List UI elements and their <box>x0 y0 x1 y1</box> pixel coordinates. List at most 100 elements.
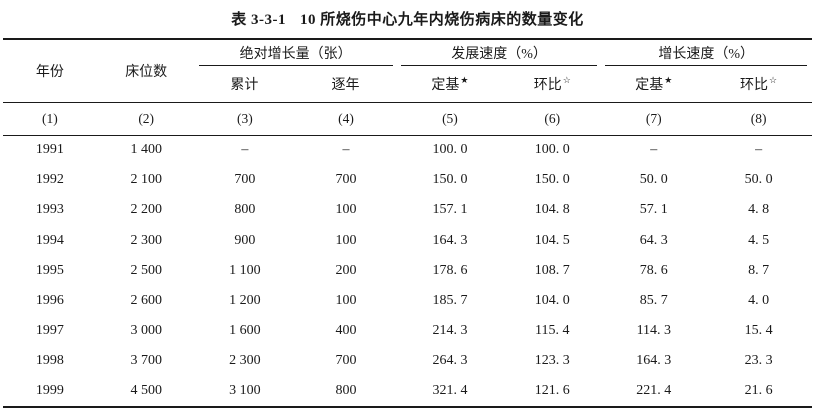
table-cell: 100. 0 <box>432 142 468 158</box>
table-cell: 200 <box>335 262 357 278</box>
table-cell: 100 <box>335 202 357 218</box>
table-cell: 1 600 <box>229 323 261 339</box>
table-cell: 800 <box>234 202 256 218</box>
table-cell: 700 <box>335 172 357 188</box>
table-cell: 164. 3 <box>636 353 672 369</box>
table-body: 1991 1 400 – – 100. 0 100. 0 – – 1992 2 100 700 700… <box>3 135 812 407</box>
table-cell: 15. 4 <box>744 323 773 339</box>
table-cell: 1995 <box>35 262 64 278</box>
table-cell: – <box>241 142 249 158</box>
subcolumn-growth-chain: 环比☆ <box>705 66 812 103</box>
table-row: 1995 2 500 1 100 200 178. 6 108. 7 78. 6 8. 7 <box>3 256 812 286</box>
table-cell: 1992 <box>35 172 64 188</box>
table-cell: 123. 3 <box>534 353 570 369</box>
table-cell: 85. 7 <box>639 293 668 309</box>
table-cell: 4. 0 <box>748 293 770 309</box>
table-cell: 221. 4 <box>636 383 672 399</box>
data-table: 年份 床位数 绝对增长量（张） 发展速度（%） 增长速度（%） 累计 逐年 定基… <box>3 38 812 408</box>
column-group-development-speed-label: 发展速度（%） <box>451 46 547 62</box>
table-cell: 64. 3 <box>639 232 668 248</box>
table-cell: 104. 5 <box>534 232 570 248</box>
table-cell: 1999 <box>35 383 64 399</box>
table-cell: 115. 4 <box>535 323 570 339</box>
table-cell: 1993 <box>35 202 64 218</box>
table-cell: 900 <box>234 232 256 248</box>
table-cell: 100 <box>335 293 357 309</box>
table-cell: 2 600 <box>130 293 162 309</box>
table-cell: 121. 6 <box>534 383 570 399</box>
column-number: (5) <box>397 102 503 136</box>
table-row: 1999 4 500 3 100 800 321. 4 121. 6 221. 4 21. 6 <box>3 377 812 407</box>
table-cell: 3 700 <box>130 353 162 369</box>
table-cell: 178. 6 <box>432 262 468 278</box>
column-number: (4) <box>294 102 398 136</box>
table-cell: 1997 <box>35 323 64 339</box>
table-cell: 150. 0 <box>534 172 570 188</box>
table-cell: 214. 3 <box>432 323 468 339</box>
table-cell: 1994 <box>35 232 64 248</box>
table-title-text: 10 所烧伤中心九年内烧伤病床的数量变化 <box>299 12 584 28</box>
table-cell: 104. 0 <box>534 293 570 309</box>
hollow-star-icon: ☆ <box>562 75 571 86</box>
table-cell: 1 200 <box>229 293 261 309</box>
table-cell: 321. 4 <box>432 383 468 399</box>
subcolumn-growth-fixed-base: 定基★ <box>602 66 706 103</box>
subcolumn-cumulative: 累计 <box>195 66 295 103</box>
column-number: (3) <box>195 102 295 136</box>
table-cell: 1 100 <box>229 262 261 278</box>
table-cell: 78. 6 <box>639 262 668 278</box>
table-cell: 264. 3 <box>432 353 468 369</box>
table-cell: 1996 <box>35 293 64 309</box>
filled-star-icon: ★ <box>460 75 469 86</box>
table-cell: 164. 3 <box>432 232 468 248</box>
table-cell: 2 300 <box>130 232 162 248</box>
subcolumn-dev-fixed-base: 定基★ <box>397 66 503 103</box>
table-row: 1994 2 300 900 100 164. 3 104. 5 64. 3 4. 5 <box>3 226 812 256</box>
table-cell: 100. 0 <box>534 142 570 158</box>
table-cell: 21. 6 <box>744 383 773 399</box>
table-cell: 3 000 <box>130 323 162 339</box>
table-cell: 1991 <box>35 142 64 158</box>
header-row-groups: 年份 床位数 绝对增长量（张） 发展速度（%） 增长速度（%） <box>3 39 812 103</box>
table-cell: 114. 3 <box>636 323 672 339</box>
column-number: (8) <box>705 102 812 136</box>
table-cell: 4. 8 <box>748 202 770 218</box>
column-number: (2) <box>96 102 196 136</box>
table-row: 1996 2 600 1 200 100 185. 7 104. 0 85. 7 4. 0 <box>3 286 812 316</box>
table-row: 1991 1 400 – – 100. 0 100. 0 – – <box>3 135 812 165</box>
table-cell: 800 <box>335 383 357 399</box>
table-cell: 185. 7 <box>432 293 468 309</box>
table-cell: 4 500 <box>130 383 162 399</box>
table-cell: 1998 <box>35 353 64 369</box>
column-group-growth-speed-label: 增长速度（%） <box>658 46 755 62</box>
table-cell: 108. 7 <box>534 262 570 278</box>
table-cell: 2 200 <box>130 202 162 218</box>
table-cell: 8. 7 <box>748 262 770 278</box>
subcolumn-dev-chain: 环比☆ <box>502 66 603 103</box>
table-cell: 700 <box>335 353 357 369</box>
header-row-subcolumns: 累计 逐年 定基★ 环比☆ 定基★ 环比☆ <box>3 66 812 103</box>
table-cell: 150. 0 <box>432 172 468 188</box>
table-cell: 100 <box>335 232 357 248</box>
table-cell: 400 <box>335 323 357 339</box>
page-title: 表 3-3-1 10 所烧伤中心九年内烧伤病床的数量变化 <box>0 0 815 30</box>
table-row: 1993 2 200 800 100 157. 1 104. 8 57. 1 4. 8 <box>3 195 812 225</box>
column-header-year: 年份 <box>3 39 97 103</box>
table-cell: 157. 1 <box>432 202 468 218</box>
filled-star-icon: ★ <box>664 75 673 86</box>
table-cell: – <box>650 142 658 158</box>
table-cell: 2 500 <box>130 262 162 278</box>
table-number: 表 3-3-1 <box>231 12 286 28</box>
hollow-star-icon: ☆ <box>769 75 778 86</box>
table-cell: 2 300 <box>229 353 261 369</box>
header-row-column-numbers: (1) (2) (3) (4) (5) (6) (7) (8) <box>3 102 812 136</box>
table-cell: – <box>342 142 350 158</box>
table-cell: 23. 3 <box>744 353 773 369</box>
column-group-development-speed: 发展速度（%） <box>398 39 603 66</box>
table-cell: – <box>755 142 763 158</box>
column-header-beds: 床位数 <box>96 39 196 103</box>
column-number: (1) <box>3 102 97 136</box>
table-cell: 3 100 <box>229 383 261 399</box>
table-row: 1998 3 700 2 300 700 264. 3 123. 3 164. 3 23. 3 <box>3 346 812 376</box>
